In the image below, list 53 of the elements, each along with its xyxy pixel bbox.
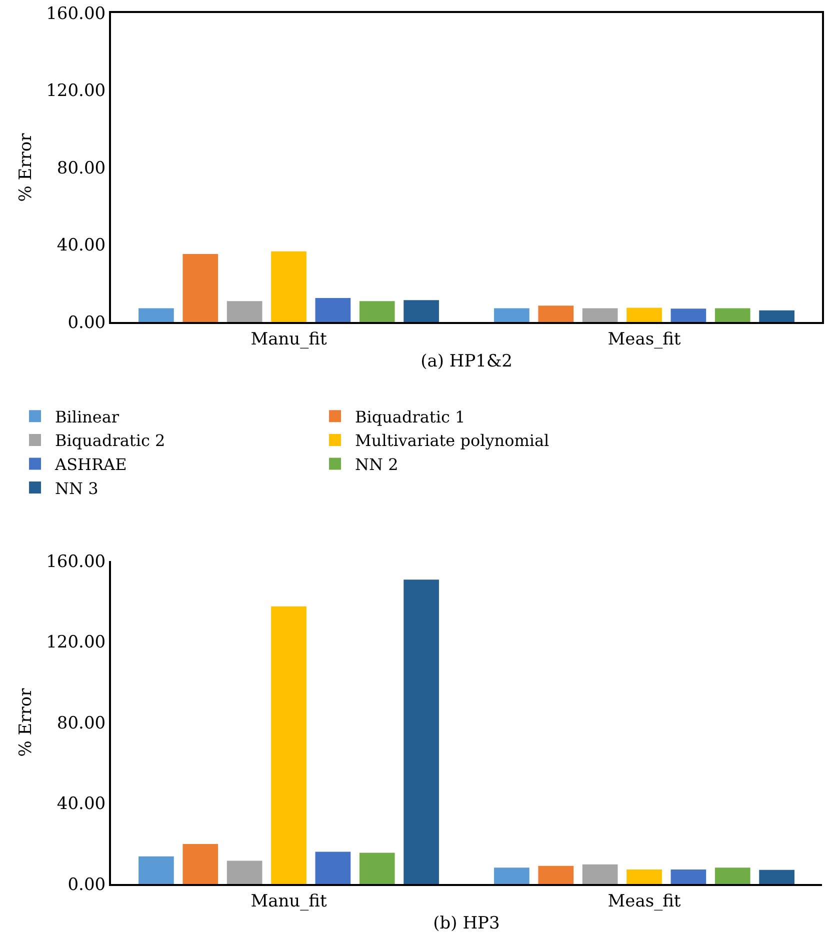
legend-label: NN 2 [355, 454, 398, 474]
y-tick-label: 80.00 [56, 158, 106, 178]
y-tick-label: 160.00 [46, 4, 106, 24]
bar [182, 844, 218, 884]
x-tick-label: Meas_fit [608, 891, 681, 912]
legend-label: ASHRAE [54, 454, 127, 474]
y-axis-title: % Error [16, 687, 36, 757]
bar [404, 300, 439, 322]
bar [359, 301, 395, 322]
bar [538, 866, 574, 884]
bar [538, 306, 574, 322]
y-tick-label: 120.00 [46, 632, 106, 653]
bar [670, 869, 706, 884]
y-tick-label: 40.00 [56, 236, 106, 256]
y-tick-label: 0.00 [68, 874, 106, 895]
bar [670, 308, 706, 322]
bar [626, 308, 662, 322]
bar [404, 580, 439, 884]
bar [315, 852, 351, 884]
x-tick-label: Meas_fit [608, 329, 681, 350]
y-tick-label: 120.00 [46, 81, 106, 102]
y-axis-title: % Error [16, 132, 36, 202]
bar [714, 868, 750, 884]
bar [494, 868, 530, 884]
x-axis-title: (a) HP1&2 [420, 351, 512, 372]
y-tick-label: 0.00 [68, 312, 106, 333]
bar [626, 869, 662, 884]
bar [315, 298, 351, 322]
bar [182, 254, 218, 322]
bar [138, 308, 174, 322]
bar [582, 864, 618, 884]
bar [271, 606, 306, 884]
x-axis-title: (b) HP3 [433, 913, 500, 934]
legend-label: Bilinear [55, 407, 120, 426]
bar [759, 310, 794, 322]
legend-label: Biquadratic 2 [55, 431, 166, 450]
bar [714, 308, 750, 322]
bar [759, 870, 794, 884]
x-tick-label: Manu_fit [250, 329, 327, 350]
legend-label: Multivariate polynomial [355, 431, 550, 450]
bar [494, 308, 530, 322]
bar [271, 251, 306, 322]
x-tick-label: Manu_fit [250, 891, 327, 912]
bar [359, 852, 395, 884]
y-tick-label: 160.00 [46, 552, 106, 572]
y-tick-label: 40.00 [56, 794, 106, 814]
y-tick-label: 80.00 [56, 713, 106, 734]
legend-label: Biquadratic 1 [355, 407, 466, 426]
bar [226, 860, 262, 884]
bar [226, 301, 262, 322]
bar [582, 308, 618, 322]
legend-label: NN 3 [55, 478, 98, 498]
bar [138, 856, 174, 884]
